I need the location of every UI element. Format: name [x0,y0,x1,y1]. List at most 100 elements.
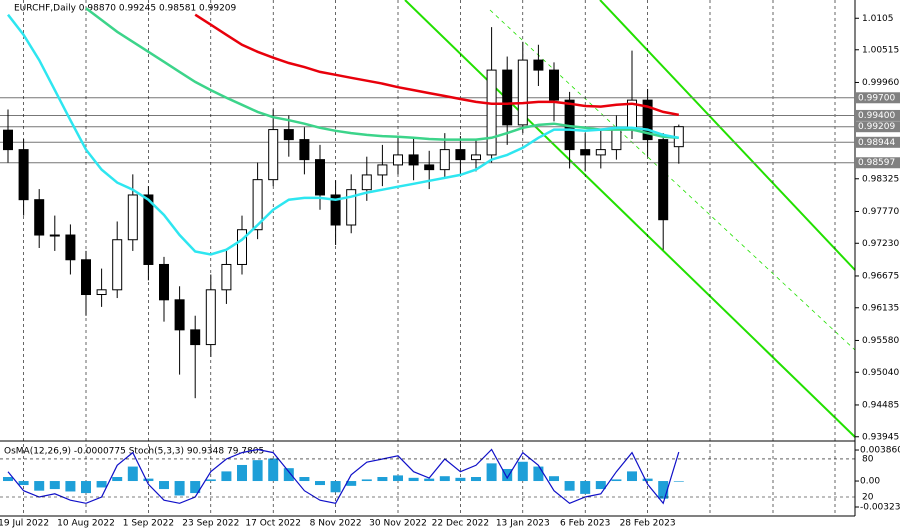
level-box [856,157,900,169]
moving-average [7,13,680,256]
y-tick-label: 1.00515 [862,45,899,55]
x-tick-label: 13 Jan 2023 [496,519,550,529]
candle-body [283,129,294,141]
oscillator-title: OsMA(12,26,9) -0.0000775 Stoch(5,3,3) 90… [4,447,264,457]
osma-bar [96,481,107,488]
x-tick-label: 6 Feb 2023 [560,519,610,529]
x-tick-label: 1 Sep 2022 [123,519,174,529]
osma-bar [393,475,403,482]
level-label: 0.98944 [858,138,895,148]
candle-body [330,194,341,226]
osma-bar [143,478,154,482]
osma-bar [330,481,341,493]
x-tick-label: 23 Sep 2022 [182,519,239,529]
osma-bar [81,481,91,494]
channel-lines [404,0,856,438]
candle-body [190,329,201,346]
level-box [856,92,900,104]
candle-body [3,129,13,151]
osma-tick-label: -0.003235 [860,503,900,513]
osma-bar [549,476,559,482]
osma-bar [205,479,216,482]
osma-bar [221,471,232,482]
candle-body [127,194,138,241]
x-tick-label: 17 Oct 2022 [245,519,301,529]
candle-body [96,289,107,296]
candle-body [315,159,325,196]
x-tick-label: 30 Nov 2022 [369,519,427,529]
x-tick-label: 10 Aug 2022 [57,519,115,529]
candle-body [81,259,91,296]
osma-bar [424,478,435,482]
level-box [856,121,900,133]
osma-bar [564,481,575,491]
candle-body [174,299,185,331]
candle-body [65,234,76,261]
candle-body [658,139,669,221]
osma-bar [533,466,544,482]
osma-bar [408,477,419,482]
level-label: 0.99700 [858,93,895,103]
y-tick-label: 0.96675 [862,271,899,281]
y-tick-label: 0.95580 [862,336,899,346]
candle-body [393,154,403,166]
x-tick-label: 22 Dec 2022 [432,519,490,529]
candle-body [252,179,263,231]
osma-bar [517,461,528,482]
osma-bar [299,477,310,482]
candle-body [439,149,450,171]
y-tick-label: 0.98325 [862,174,899,184]
candle-body [49,234,60,237]
candle-body [517,59,528,126]
candle-body [486,69,497,156]
osma-bar [315,481,325,486]
osma-bar [237,464,247,482]
osma-bar [252,460,263,482]
osma-bar [627,471,637,482]
candle-body [595,149,606,156]
level-label: 0.99400 [858,111,895,121]
candle-body [299,139,310,161]
osma-bar [502,468,513,482]
osma-bar [127,466,138,482]
level-label: 0.99209 [858,122,895,132]
osma-bar [3,477,13,482]
candle-body [268,129,279,181]
stoch-line [7,448,680,505]
candle-body [143,194,154,265]
y-tick-label: 0.94485 [862,400,899,410]
candle-body [471,154,481,161]
osma-bar [439,476,450,482]
y-tick-label: 0.97770 [862,207,899,217]
level-box [856,136,900,148]
y-tick-label: 0.95040 [862,368,899,378]
osma-bar [642,478,653,482]
candle-body [346,189,357,226]
candle-body [580,149,591,156]
osma-bar [159,481,169,490]
level-box [856,109,900,121]
osma-bar [595,481,606,490]
channel-midline [489,9,856,351]
level-label: 0.98597 [858,158,895,168]
y-tick-label: 0.97230 [862,239,899,249]
candle-body [502,69,513,126]
osma-bar [346,481,357,486]
moving-average [194,13,680,117]
y-tick-label: 1.0105 [862,14,894,24]
osma-bar [174,481,185,496]
candle-body [408,154,419,166]
chart-title: EURCHF,Daily 0.98870 0.99245 0.98581 0.9… [14,4,237,14]
osma-bar [471,477,481,482]
osma-bar [658,481,669,499]
osma-bar [611,479,622,482]
candle-body [533,59,544,71]
stoch-tick-label: 80 [862,454,874,464]
candle-body [549,69,559,101]
osma-bar [673,481,684,482]
candle-body [221,263,232,291]
candle-body [112,239,123,291]
osma-bar [580,481,591,494]
